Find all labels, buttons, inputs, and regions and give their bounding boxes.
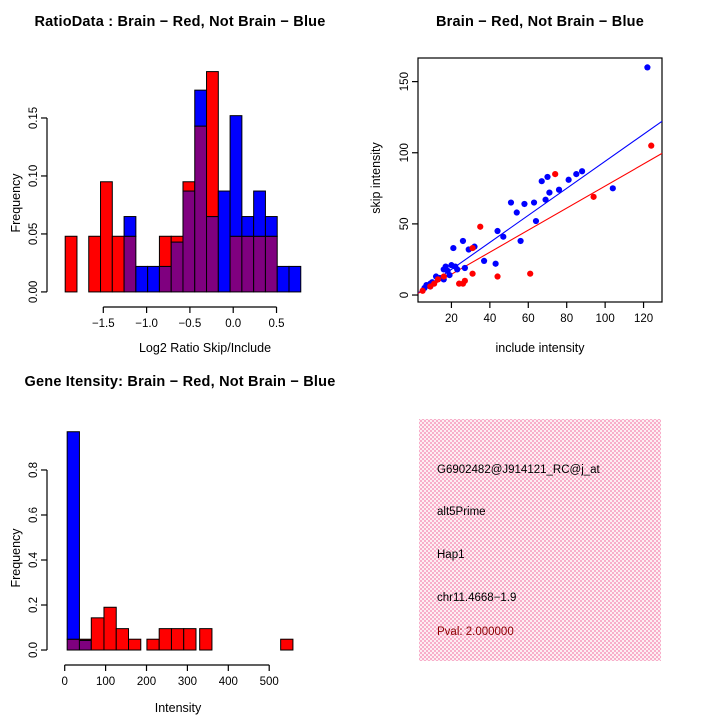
- gene-histogram-plot: 0 100 200 300 400 500 0.0 0.2 0.4 0.6 0.8: [28, 431, 294, 688]
- panel-info: G6902482@J914121_RC@j_at alt5Prime Hap1 …: [360, 360, 720, 720]
- svg-text:0.00: 0.00: [28, 281, 40, 303]
- svg-text:0: 0: [399, 292, 411, 298]
- gene-histogram-ylabel: Frequency: [9, 528, 23, 588]
- ratio-histogram-title: RatioData : Brain − Red, Not Brain − Blu…: [34, 14, 326, 30]
- svg-text:0.6: 0.6: [28, 507, 40, 523]
- svg-text:20: 20: [445, 313, 458, 325]
- panel-intensity-scatter: 20 40 60 80 100 120 0 50 100 150 Brain − Red, Not…: [360, 0, 720, 360]
- gene-histogram-title: Gene Itensity: Brain − Red, Not Brain − …: [24, 374, 336, 390]
- svg-text:40: 40: [483, 313, 496, 325]
- svg-text:60: 60: [522, 313, 535, 325]
- svg-text:0.4: 0.4: [28, 551, 40, 568]
- svg-text:500: 500: [260, 676, 279, 688]
- ratio-histogram-xlabel: Log2 Ratio Skip/Include: [138, 341, 272, 355]
- svg-text:300: 300: [178, 676, 197, 688]
- svg-text:150: 150: [399, 72, 411, 91]
- svg-text:0: 0: [62, 676, 68, 688]
- gene-histogram-xlabel: Intensity: [154, 701, 202, 715]
- svg-text:0.5: 0.5: [269, 318, 285, 330]
- info-box: G6902482@J914121_RC@j_at alt5Prime Hap1 …: [419, 419, 661, 661]
- intensity-scatter-ylabel: skip intensity: [369, 142, 383, 214]
- svg-text:0.0: 0.0: [225, 318, 241, 330]
- intensity-scatter-plot: 20 40 60 80 100 120 0 50 100 150: [399, 57, 663, 325]
- svg-text:−0.5: −0.5: [179, 318, 202, 330]
- svg-text:100: 100: [96, 676, 115, 688]
- svg-text:100: 100: [399, 143, 411, 162]
- sample-text: Hap1: [437, 549, 465, 561]
- svg-text:200: 200: [137, 676, 156, 688]
- svg-text:120: 120: [634, 313, 653, 325]
- svg-text:0.05: 0.05: [28, 223, 40, 245]
- panel-ratio-histogram: −1.5 −1.0 −0.5 0.0 0.5 0.00 0.05 0.10 0.15 Ratio…: [0, 0, 360, 360]
- location-text: chr11.4668−1.9: [437, 592, 517, 604]
- svg-text:−1.0: −1.0: [135, 318, 158, 330]
- svg-text:0.2: 0.2: [28, 597, 40, 613]
- intensity-scatter-xlabel: include intensity: [495, 341, 585, 355]
- svg-text:400: 400: [219, 676, 238, 688]
- ratio-histogram-ylabel: Frequency: [9, 173, 23, 233]
- panel-gene-histogram: 0 100 200 300 400 500 0.0 0.2 0.4 0.6 0.8 Gene Ite…: [0, 360, 360, 720]
- ratio-histogram-plot: −1.5 −1.0 −0.5 0.0 0.5 0.00 0.05 0.10 0.15: [28, 71, 302, 330]
- pval-text: Pval: 2.000000: [437, 626, 514, 638]
- probe-id-text: G6902482@J914121_RC@j_at: [437, 464, 600, 476]
- svg-text:0.0: 0.0: [28, 642, 40, 658]
- svg-text:0.8: 0.8: [28, 462, 40, 478]
- svg-text:80: 80: [560, 313, 573, 325]
- svg-text:50: 50: [399, 217, 411, 230]
- splice-type-text: alt5Prime: [437, 506, 486, 518]
- svg-text:−1.5: −1.5: [92, 318, 115, 330]
- svg-text:0.15: 0.15: [28, 107, 40, 129]
- intensity-scatter-title: Brain − Red, Not Brain − Blue: [435, 14, 645, 30]
- svg-text:0.10: 0.10: [28, 165, 40, 187]
- svg-text:100: 100: [596, 313, 615, 325]
